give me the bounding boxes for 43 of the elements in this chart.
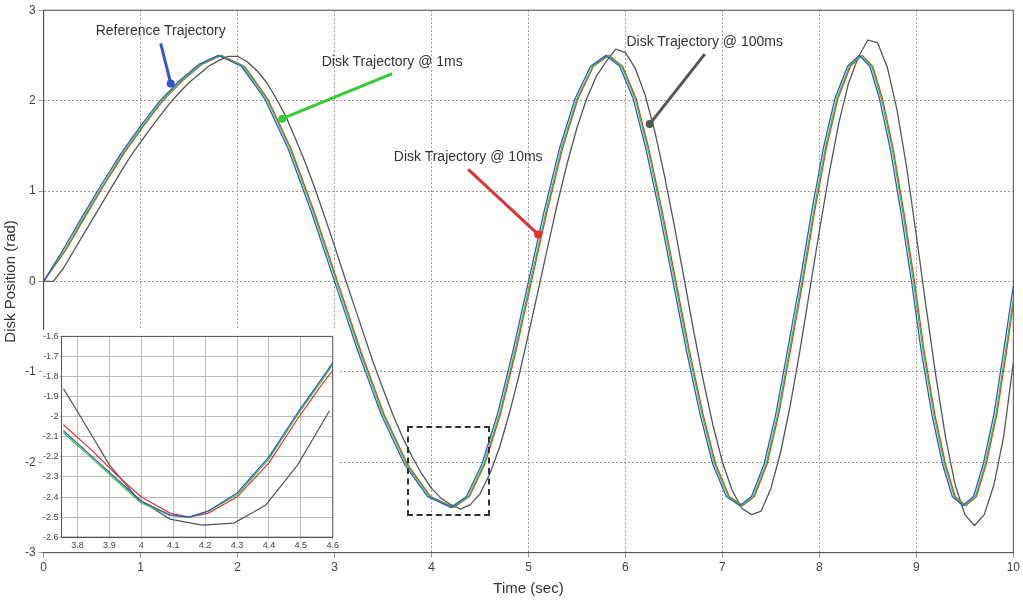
y-tick-label: -2: [50, 411, 59, 422]
y-tick-label: -2.5: [42, 511, 59, 522]
y-axis-title: Disk Position (rad): [1, 220, 19, 343]
x-tick-label: 9: [913, 560, 921, 575]
y-tick-label: 2: [28, 92, 36, 107]
y-tick-label: -2.3: [42, 471, 59, 482]
annotation: Disk Trajectory @ 1ms: [321, 52, 463, 69]
y-tick-label: -1.6: [42, 330, 59, 341]
y-tick-label: -2.1: [42, 431, 59, 442]
x-tick-label: 4.2: [198, 540, 212, 551]
y-tick-label: -1.9: [42, 391, 59, 402]
y-tick-label: -2.6: [42, 531, 59, 542]
x-tick-label: 4.3: [230, 540, 244, 551]
x-tick-label: 4: [138, 540, 144, 551]
y-tick-label: -1.7: [42, 350, 59, 361]
x-axis-title: Time (sec): [493, 579, 564, 597]
y-tick-label: -2: [25, 454, 36, 469]
y-tick-label: 1: [28, 183, 36, 198]
annotation: Disk Trajectory @ 10ms: [393, 148, 543, 165]
x-tick-label: 7: [719, 560, 727, 575]
y-tick-label: -1: [25, 364, 36, 379]
x-tick-label: 2: [234, 560, 242, 575]
y-tick-label: 0: [28, 273, 36, 288]
x-tick-label: 4: [428, 560, 436, 575]
x-tick-label: 3.9: [103, 540, 116, 551]
x-tick-label: 3: [331, 560, 339, 575]
x-tick-label: 4.4: [262, 540, 276, 551]
y-tick-label: 3: [28, 2, 36, 17]
annotation: Disk Trajectory @ 100ms: [626, 32, 783, 49]
x-tick-label: 8: [816, 560, 824, 575]
x-tick-label: 4.5: [294, 540, 308, 551]
y-tick-label: -2.2: [42, 451, 59, 462]
y-tick-label: -3: [25, 544, 36, 559]
annotation: Reference Trajectory: [95, 22, 226, 39]
x-tick-label: 1: [137, 560, 145, 575]
y-tick-label: -2.4: [42, 491, 59, 502]
x-tick-label: 4.1: [166, 540, 180, 551]
y-tick-label: -1.8: [42, 371, 59, 382]
x-tick-label: 3.8: [71, 540, 84, 551]
x-tick-label: 5: [525, 560, 533, 575]
x-tick-label: 6: [622, 560, 630, 575]
x-tick-label: 4.6: [326, 540, 339, 551]
x-tick-label: 10: [1006, 560, 1021, 575]
